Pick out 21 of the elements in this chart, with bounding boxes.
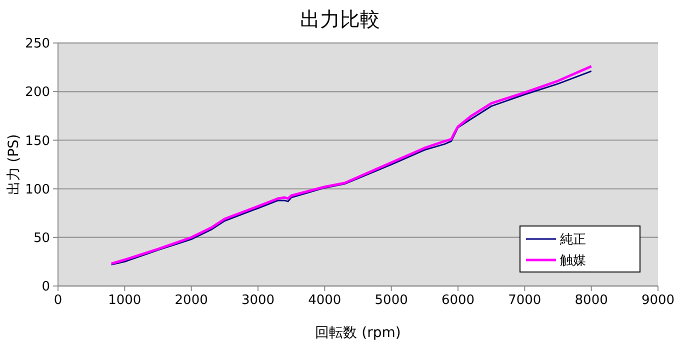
chart-title: 出力比較 — [300, 7, 380, 31]
y-tick-label: 0 — [42, 280, 50, 295]
y-tick-label: 200 — [25, 85, 50, 100]
y-tick-label: 50 — [33, 230, 50, 246]
legend-label: 純正 — [560, 232, 586, 248]
x-tick-label: 7000 — [508, 293, 542, 308]
legend-label: 触媒 — [560, 254, 586, 269]
x-tick-label: 5000 — [374, 293, 408, 308]
x-tick-label: 4000 — [308, 293, 342, 308]
y-tick-label: 250 — [25, 36, 50, 52]
y-axis-title: 出力 (PS) — [6, 134, 22, 195]
x-tick-label: 8000 — [574, 293, 608, 308]
y-tick-label: 100 — [25, 182, 50, 198]
x-tick-label: 3000 — [241, 293, 275, 308]
y-tick-label: 150 — [25, 134, 50, 149]
x-axis-title: 回転数 (rpm) — [315, 325, 401, 341]
x-tick-label: 2000 — [174, 293, 208, 308]
x-tick-label: 1000 — [108, 293, 142, 308]
x-tick-label: 6000 — [441, 293, 475, 308]
x-tick-label: 0 — [54, 293, 62, 308]
x-tick-label: 9000 — [641, 293, 675, 308]
